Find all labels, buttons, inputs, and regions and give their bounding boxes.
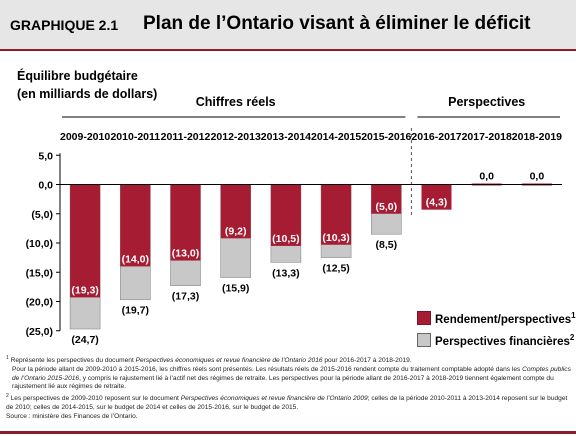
title-rule	[0, 49, 576, 51]
data-label-rendement-perspectives: 0,0	[530, 171, 545, 183]
y-axis-label-line2: (en milliards de dollars)	[17, 87, 158, 101]
y-tick-label: (25,0)	[26, 326, 53, 338]
bar-rendement-perspectives	[220, 184, 251, 239]
bar-rendement-perspectives	[321, 184, 352, 245]
footnote-1: 1 Représente les perspectives du documen…	[6, 355, 412, 365]
data-label-perspectives-financieres: (17,3)	[172, 291, 199, 303]
data-label-rendement-perspectives: (10,5)	[272, 233, 299, 245]
data-label-rendement-perspectives: (19,3)	[71, 284, 98, 296]
legend-swatch-outlook	[417, 333, 431, 347]
chart-title: Plan de l’Ontario visant à éliminer le d…	[143, 13, 531, 34]
group-label-outlook: Perspectives	[448, 95, 525, 109]
bar-rendement-perspectives	[421, 184, 452, 210]
footnotes: 1 Représente les perspectives du documen…	[6, 354, 572, 421]
x-tick-label: 2009-2010	[60, 131, 110, 143]
bar-rendement-perspectives	[371, 184, 402, 214]
data-label-perspectives-financieres: (19,7)	[122, 305, 149, 317]
x-tick-label: 2017-2018	[462, 131, 512, 143]
legend-label-actual: Rendement/perspectives1	[435, 311, 576, 326]
legend-swatch-actual	[417, 311, 431, 325]
bottom-rule	[0, 431, 576, 434]
y-tick-label: 5,0	[38, 150, 53, 162]
x-tick-label: 2014-2015	[311, 131, 361, 143]
figure-tag: GRAPHIQUE 2.1	[10, 17, 119, 33]
bar-rendement-perspectives	[120, 184, 151, 267]
data-label-perspectives-financieres: (8,5)	[376, 239, 398, 251]
chart-plot: Chiffres réels Perspectives 2009-2010 2010-…	[26, 95, 563, 346]
data-label-perspectives-financieres: (15,9)	[222, 283, 249, 295]
data-label-rendement-perspectives: (5,0)	[376, 201, 398, 213]
y-tick-label: (10,0)	[26, 238, 53, 250]
data-label-perspectives-financieres: (13,3)	[272, 267, 299, 279]
data-label-rendement-perspectives: (14,0)	[122, 253, 149, 265]
bar-rendement-perspectives	[270, 184, 301, 246]
x-tick-label: 2016-2017	[411, 131, 461, 143]
y-tick-label: (5,0)	[31, 209, 53, 221]
title-band	[0, 0, 576, 49]
source-note: Source : ministère des Finances de l’Ont…	[6, 412, 138, 420]
data-label-rendement-perspectives: (4,3)	[426, 197, 448, 209]
x-tick-label: 2015-2016	[361, 131, 411, 143]
x-tick-label: 2011-2012	[161, 131, 211, 143]
x-tick-label: 2018-2019	[512, 131, 562, 143]
y-tick-label: (15,0)	[26, 267, 53, 279]
y-axis-label-line1: Équilibre budgétaire	[17, 69, 138, 83]
bar-rendement-perspectives	[70, 184, 101, 298]
data-label-rendement-perspectives: (10,3)	[322, 232, 349, 244]
data-label-rendement-perspectives: (13,0)	[172, 248, 199, 260]
group-label-actual: Chiffres réels	[196, 95, 276, 109]
data-label-perspectives-financieres: (12,5)	[322, 263, 349, 275]
data-label-rendement-perspectives: (9,2)	[225, 225, 247, 237]
legend-label-outlook: Perspectives financières2	[435, 333, 575, 348]
x-tick-label: 2012-2013	[211, 131, 261, 143]
x-tick-label: 2010-2011	[110, 131, 160, 143]
data-label-perspectives-financieres: (24,7)	[71, 334, 98, 346]
y-tick-label: 0,0	[38, 180, 53, 192]
footnote-2: 2 Les perspectives de 2009-2010 reposent…	[6, 393, 568, 411]
bar-rendement-perspectives	[170, 184, 201, 261]
footnote-1-detail: Pour la période allant de 2009-2010 à 20…	[12, 365, 571, 391]
y-tick-label: (20,0)	[26, 297, 53, 309]
x-tick-label: 2013-2014	[261, 131, 311, 143]
data-label-rendement-perspectives: 0,0	[479, 171, 494, 183]
